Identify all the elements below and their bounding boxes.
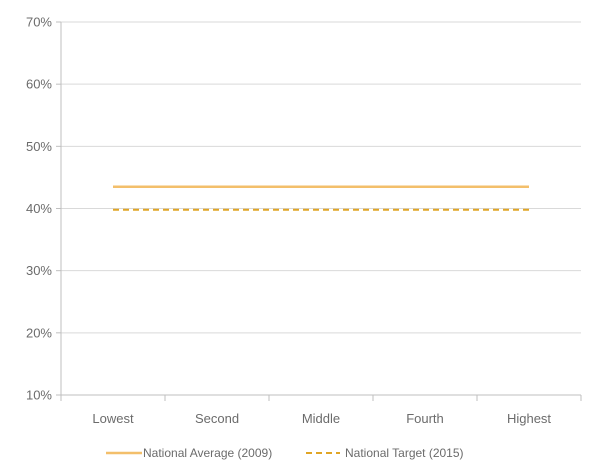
axes <box>60 22 581 396</box>
grid-lines <box>56 21 582 401</box>
legend-label-national-average: National Average (2009) <box>143 446 272 460</box>
series-lines <box>113 185 529 211</box>
y-tick-label: 60% <box>26 77 52 92</box>
y-tick-label: 70% <box>26 15 52 30</box>
legend: National Average (2009) National Target … <box>106 446 464 460</box>
legend-label-national-target: National Target (2015) <box>345 446 464 460</box>
x-tick-label: Middle <box>302 411 340 426</box>
y-tick-label: 30% <box>26 263 52 278</box>
y-tick-label: 50% <box>26 139 52 154</box>
y-tick-label: 20% <box>26 325 52 340</box>
x-tick-label: Lowest <box>92 411 134 426</box>
y-tick-label: 10% <box>26 388 52 403</box>
x-tick-label: Second <box>195 411 239 426</box>
x-tick-label: Fourth <box>406 411 444 426</box>
x-tick-labels: Lowest Second Middle Fourth Highest <box>92 411 551 426</box>
y-tick-label: 40% <box>26 201 52 216</box>
y-tick-labels: 10% 20% 30% 40% 50% 60% 70% <box>26 15 52 403</box>
x-tick-label: Highest <box>507 411 551 426</box>
